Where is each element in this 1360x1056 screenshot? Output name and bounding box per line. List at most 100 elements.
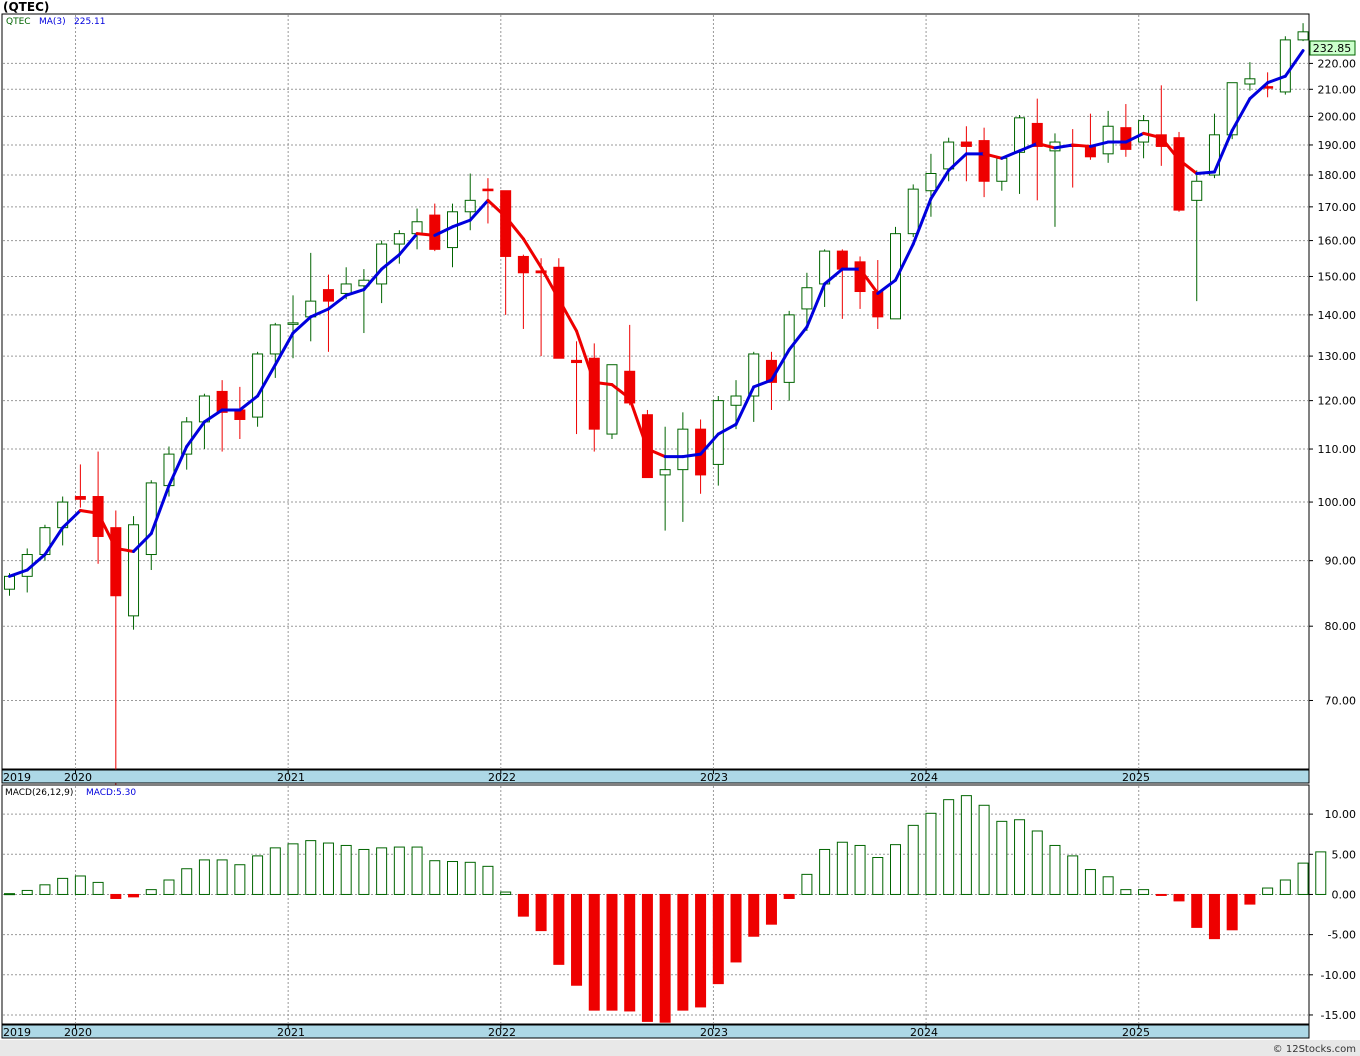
legend-ma-value: 225.11: [74, 17, 106, 27]
x-axis-year-label: 2019: [3, 1026, 31, 1039]
ma-segment: [1230, 97, 1252, 133]
macd-bar: [1226, 893, 1238, 931]
candle-body: [1084, 145, 1096, 158]
ma-segment: [1283, 49, 1305, 78]
candle-body: [624, 370, 636, 404]
macd-bar: [978, 804, 990, 895]
price-y-tick-label: 160.00: [1318, 235, 1357, 248]
candle-body: [1191, 180, 1203, 201]
macd-bar: [21, 889, 33, 895]
ma-segment: [1088, 140, 1110, 148]
price-y-tick-label: 220.00: [1318, 57, 1357, 70]
ma-segment: [397, 232, 419, 257]
candle-body: [482, 188, 494, 192]
candle-body: [1226, 82, 1238, 136]
macd-bar: [872, 857, 884, 895]
candle-body: [145, 482, 157, 556]
x-axis-year-label: 2023: [700, 1026, 728, 1039]
ma-segment: [114, 546, 136, 553]
price-y-tick-label: 140.00: [1318, 309, 1357, 322]
macd-bar: [234, 864, 246, 895]
ma-segment: [681, 452, 703, 459]
ma-segment: [273, 331, 295, 367]
ma-segment: [1018, 142, 1039, 153]
macd-bar: [1297, 862, 1309, 895]
ma-segment: [504, 215, 525, 241]
ma-segment: [1248, 81, 1270, 101]
candle-body: [890, 233, 901, 320]
macd-bar: [358, 848, 370, 895]
x-axis-year-label: 2020: [64, 1026, 92, 1039]
ma-segment: [380, 253, 401, 271]
ma-segment: [628, 396, 649, 451]
macd-bar: [1049, 844, 1061, 895]
macd-y-tick-label: 0.00: [1332, 888, 1357, 901]
ma-segment: [1000, 149, 1022, 160]
macd-y-axis: 10.00 5.00 0.00 -5.00 -10.00 -15.00: [1309, 808, 1356, 1022]
macd-bar: [163, 879, 175, 895]
ma-segment: [291, 315, 313, 335]
ma-segment: [433, 225, 454, 237]
ma-segment: [876, 278, 897, 295]
macd-bar: [1120, 889, 1132, 895]
macd-y-tick-label: 10.00: [1325, 808, 1357, 821]
ma-segment: [202, 408, 224, 424]
macd-legend-name: MACD(26,12,9): [5, 788, 73, 798]
macd-bar: [447, 861, 458, 895]
macd-bar: [730, 893, 742, 963]
price-candles: [4, 23, 1309, 787]
macd-bar: [287, 843, 299, 895]
x-axis-year-label: 2021: [277, 771, 305, 784]
ma-segment: [8, 568, 29, 578]
price-y-tick-label: 120.00: [1318, 395, 1357, 408]
ma-segment: [699, 432, 720, 456]
candle-body: [996, 157, 1008, 182]
macd-bar: [322, 842, 334, 895]
macd-bar: [57, 877, 69, 895]
ma-segment: [947, 152, 968, 172]
macd-bar: [1315, 851, 1327, 895]
last-price-badge: 232.85: [1313, 42, 1352, 55]
candle-body: [128, 524, 140, 617]
ma-segment: [344, 288, 366, 297]
candle-body: [659, 469, 671, 476]
ma-segment: [645, 447, 667, 459]
macd-bar: [216, 859, 228, 895]
macd-bar: [39, 884, 51, 895]
ma-segment: [1124, 131, 1146, 144]
macd-bar: [801, 873, 813, 895]
ma-segment: [716, 422, 738, 436]
macd-bar: [429, 860, 441, 895]
macd-bar: [1067, 855, 1079, 895]
candle-body: [393, 233, 405, 245]
macd-bar: [340, 844, 352, 895]
candle-body: [819, 250, 831, 285]
macd-bar: [712, 893, 724, 985]
macd-y-tick-label: -10.00: [1321, 969, 1356, 982]
ma-segment: [43, 526, 65, 557]
price-y-tick-label: 100.00: [1318, 496, 1357, 509]
x-axis-year-label: 2022: [488, 771, 516, 784]
ma-segment: [787, 325, 809, 352]
ma-segment: [1142, 131, 1163, 140]
copyright: © 12Stocks.com: [1273, 1044, 1356, 1055]
macd-y-tick-label: -5.00: [1328, 929, 1356, 942]
candle-body: [978, 140, 990, 182]
macd-bar: [1014, 819, 1026, 895]
macd-bar: [1138, 889, 1150, 895]
macd-bar: [553, 893, 565, 965]
macd-bar: [500, 891, 512, 895]
candle-body: [1120, 127, 1132, 150]
macd-bar: [641, 893, 653, 1022]
ma-segment: [823, 267, 844, 286]
x-axis-year-label: 2022: [488, 1026, 516, 1039]
candle-body: [1244, 78, 1256, 85]
macd-bar: [393, 846, 405, 895]
candle-body: [571, 359, 583, 364]
candle-body: [907, 188, 919, 235]
ma-segment: [1212, 129, 1234, 174]
macd-x-axis: 2019 2020 2021 2022 2023 2024 2025: [3, 1025, 1150, 1039]
ma-segment: [1266, 74, 1287, 85]
macd-bar: [128, 893, 140, 898]
price-y-axis: 70.00 80.00 90.00 100.00 110.00 120.00 130.00 1…: [1309, 57, 1356, 707]
